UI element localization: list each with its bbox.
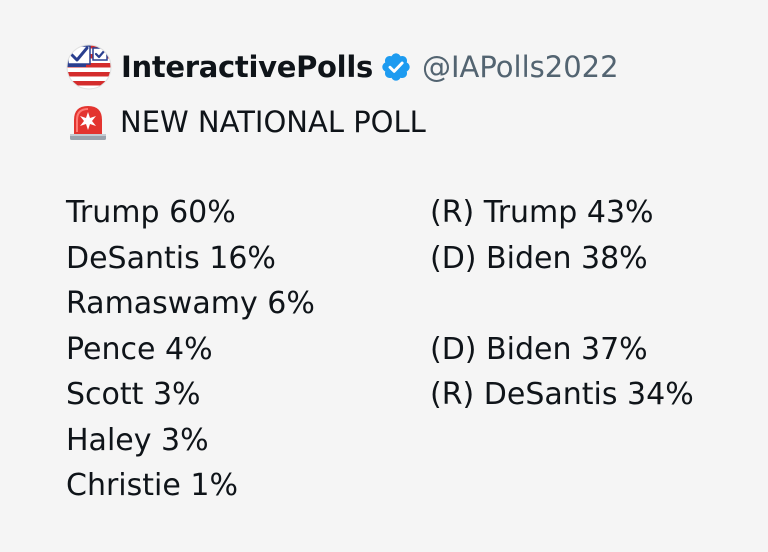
user-handle[interactable]: @IAPolls2022: [421, 50, 619, 84]
list-item: (D) Biden 38%: [430, 240, 648, 276]
display-name[interactable]: InteractivePolls: [121, 50, 373, 84]
list-item: Ramaswamy 6%: [66, 286, 315, 321]
post-header: InteractivePolls @IAPolls2022: [66, 44, 619, 90]
list-item: Christie 1%: [66, 468, 238, 503]
post-headline: NEW NATIONAL POLL: [66, 102, 426, 142]
verified-badge-icon[interactable]: [380, 51, 412, 83]
list-item: DeSantis 16%: [66, 240, 276, 276]
general-matchups-list: (R) Trump 43% (D) Biden 38% (D) Biden 37…: [430, 190, 694, 418]
list-item: Scott 3%: [66, 377, 201, 412]
list-item: Pence 4%: [66, 331, 213, 367]
list-item: (D) Biden 37%: [430, 331, 648, 367]
primary-results-list: Trump 60% DeSantis 16% Ramaswamy 6% Penc…: [66, 190, 315, 509]
headline-text: NEW NATIONAL POLL: [120, 105, 426, 139]
list-item: (R) DeSantis 34%: [430, 377, 694, 412]
spacer: [430, 281, 694, 327]
list-item: Trump 60%: [66, 195, 236, 230]
rotating-light-siren-icon: [70, 106, 106, 140]
list-item: (R) Trump 43%: [430, 195, 654, 230]
flag-ballot-icon[interactable]: [66, 44, 112, 90]
list-item: Haley 3%: [66, 422, 209, 458]
